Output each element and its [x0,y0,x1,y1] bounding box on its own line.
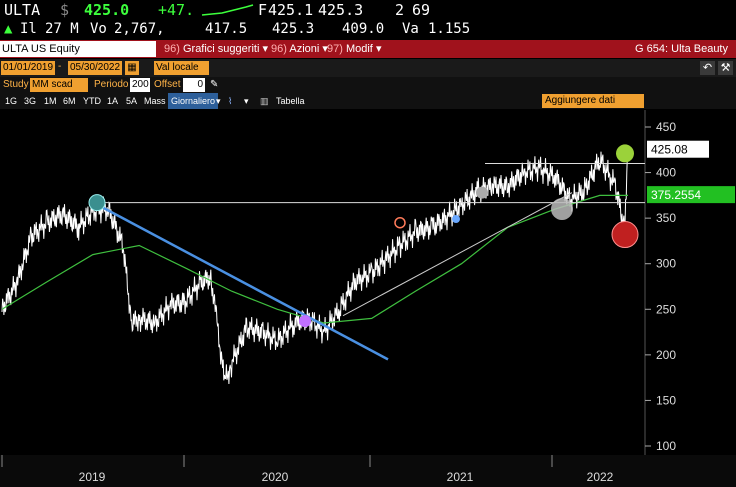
price-change: +47. [158,1,195,19]
period-field[interactable]: 200 [130,78,150,92]
edit-menu[interactable]: 97) Modif ▾ [323,40,385,58]
range-max[interactable]: Mass [144,96,166,106]
study-label: Study [3,79,29,90]
ticker-label: ULTA [4,1,41,19]
calendar-icon[interactable]: ▦ [125,61,139,75]
quote-line-2: ▲ Il 27 M Vo 2,767, 417.5 425.3 409.0 Va… [0,20,736,39]
sparkline-icon [201,4,254,16]
last-price: 425.0 [84,1,130,19]
vol-value: 27 M [45,21,79,37]
moving-average-line [1,194,628,324]
range-5y[interactable]: 5A [126,96,138,106]
dropdown-arrow-icon: ▾ [375,43,382,55]
quote-line-1: ULTA $ 425.0 +47. F 425.1 425.3 2 69 [0,0,736,20]
marker-circle [611,221,639,249]
marker-circle [394,216,406,229]
marker-circle [476,186,488,199]
date-separator: - [58,61,62,72]
last-price-label: 425.08 [651,143,688,157]
y-tick-label: 100 [656,439,676,453]
edit-label: Modif [345,43,373,55]
edit-num: 97) [327,43,343,55]
y-tick-label: 400 [656,166,676,180]
ask-value: 425.3 [318,1,364,19]
uptrend-line [342,192,573,317]
size-label: 2 [395,1,405,19]
vol-prefix: Il [20,21,37,37]
range-6m[interactable]: 6M [63,96,76,106]
marker-circle [551,198,573,221]
x-tick-label: 2020 [262,470,289,484]
security-field[interactable]: ULTA US Equity [0,41,156,57]
x-tick-label: 2022 [587,470,614,484]
marker-circle [88,194,106,212]
undo-icon[interactable]: ↶ [700,61,715,75]
start-date-field[interactable]: 01/01/2019 [1,61,55,75]
range-1m[interactable]: 1M [44,96,57,106]
study-select[interactable]: MM scad [30,78,88,92]
range-row: 1G 3G 1M 6M YTD 1A 5A Mass Giornaliero ▾… [0,93,736,109]
frequency-dropdown-icon[interactable]: ▾ [216,96,221,106]
actions-menu[interactable]: 96) Azioni ▾ [267,40,332,58]
dropdown-arrow-icon: ▾ [322,43,328,55]
y-tick-label: 350 [656,211,676,225]
table-icon[interactable]: ▥ [260,96,269,106]
ma-value-box [647,186,735,204]
vo-label: Vo [90,21,107,37]
function-title: G 654: Ulta Beauty [635,43,728,55]
open2-value: 417.5 [205,21,248,37]
open-label: F [258,1,268,19]
range-1d[interactable]: 1G [5,96,18,106]
y-tick-label: 300 [656,257,676,271]
study-row: Study MM scad Periodo 200 Offset 0 ✎ [0,77,736,93]
date-params-row: 01/01/2019 - 05/30/2022 ▦ Val locale ↶ ⚒ [0,59,736,77]
frequency-select[interactable]: Giornaliero [168,93,219,109]
y-tick-label: 150 [656,393,676,407]
y-tick-label: 250 [656,302,676,316]
line-chart-icon[interactable]: ⌇ [228,96,233,106]
offset-label: Offset [154,79,181,90]
currency-symbol: $ [60,1,70,19]
end-date-field[interactable]: 05/30/2022 [68,61,122,75]
x-tick-label: 2021 [447,470,474,484]
x-tick-label: 2019 [79,470,106,484]
open-value: 425.1 [268,1,314,19]
actions-label: Azioni [289,43,320,55]
price-chart[interactable]: 100 150 200 250 300 350 400 450 2019 2020 2021 2022… [0,110,736,487]
pencil-icon[interactable]: ✎ [210,79,219,90]
up-arrow-icon: ▲ [4,21,13,37]
suggested-label: Grafici suggeriti [182,43,260,55]
high-value: 425.3 [272,21,315,37]
marker-circle [452,215,460,224]
suggested-num: 96) [164,43,180,55]
function-toolbar: ULTA US Equity 96) Grafici suggeriti ▾ 9… [0,40,736,58]
chart-type-dropdown-icon[interactable]: ▾ [244,96,249,106]
range-3d[interactable]: 3G [24,96,37,106]
actions-num: 96) [271,43,287,55]
range-1y[interactable]: 1A [107,96,119,106]
range-ytd[interactable]: YTD [83,96,101,106]
marker-circle [299,315,311,328]
currency-select[interactable]: Val locale [154,61,209,75]
ma-value-label: 375.2554 [651,188,701,202]
vo-value: 2,767, [114,21,165,37]
downtrend-line [96,203,389,361]
low-value: 409.0 [342,21,385,37]
add-data-button[interactable]: Aggiungere dati [542,94,644,108]
marker-circle [616,144,634,163]
price-series-line [1,149,629,385]
offset-field[interactable]: 0 [183,78,205,92]
last-price-box [647,140,709,158]
table-button[interactable]: Tabella [276,96,305,106]
size-value: 69 [412,1,431,19]
suggested-charts-menu[interactable]: 96) Grafici suggeriti ▾ [160,40,272,58]
dropdown-arrow-icon: ▾ [262,43,268,55]
y-tick-label: 450 [656,120,676,134]
y-tick-label: 200 [656,348,676,362]
settings-icon[interactable]: ⚒ [718,61,733,75]
period-label: Periodo [94,79,129,90]
x-axis-band [0,455,736,487]
va-value: 1.155 [428,21,471,37]
va-label: Va [402,21,419,37]
